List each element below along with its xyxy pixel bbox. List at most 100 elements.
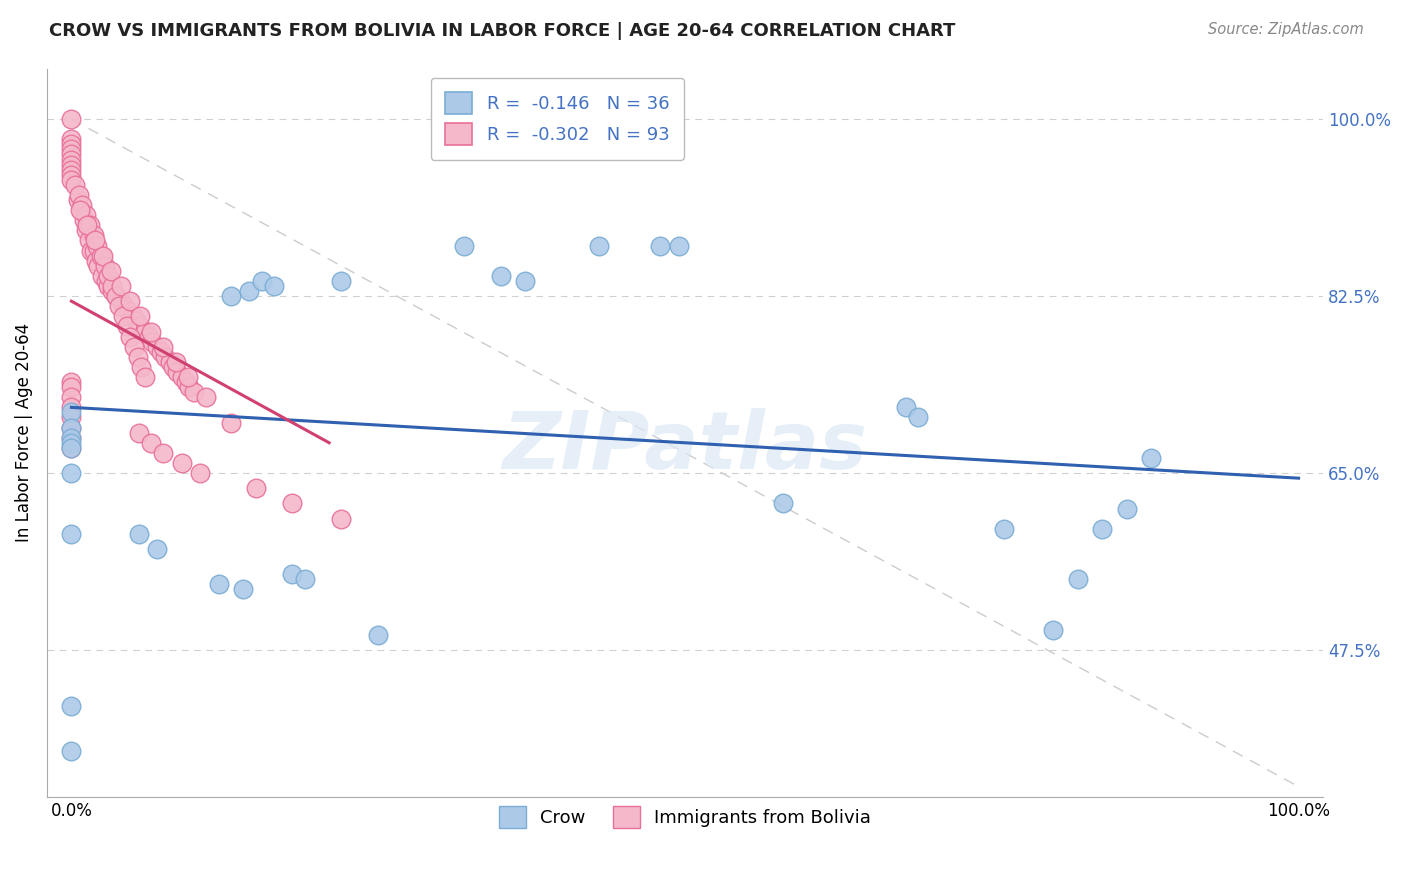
Point xyxy=(128,425,150,440)
Point xyxy=(67,188,90,202)
Point xyxy=(60,147,83,161)
Point xyxy=(127,350,149,364)
Point xyxy=(894,401,917,415)
Point xyxy=(90,249,112,263)
Point xyxy=(70,203,93,218)
Point xyxy=(86,238,108,252)
Text: CROW VS IMMIGRANTS FROM BOLIVIA IN LABOR FORCE | AGE 20-64 CORRELATION CHART: CROW VS IMMIGRANTS FROM BOLIVIA IN LABOR… xyxy=(49,22,956,40)
Point xyxy=(60,431,83,445)
Point xyxy=(166,365,188,379)
Point xyxy=(281,496,304,510)
Point xyxy=(101,279,124,293)
Point xyxy=(1067,572,1090,586)
Point xyxy=(120,294,142,309)
Point xyxy=(1042,623,1064,637)
Point xyxy=(650,238,672,252)
Point xyxy=(1115,501,1137,516)
Point xyxy=(97,268,120,283)
Point xyxy=(330,274,353,288)
Point xyxy=(110,279,132,293)
Point xyxy=(159,355,181,369)
Point xyxy=(138,329,160,343)
Point xyxy=(60,441,83,455)
Point xyxy=(60,420,83,434)
Point xyxy=(60,401,83,415)
Point xyxy=(993,522,1015,536)
Point xyxy=(60,112,83,127)
Y-axis label: In Labor Force | Age 20-64: In Labor Force | Age 20-64 xyxy=(15,323,32,542)
Point xyxy=(60,698,83,713)
Point xyxy=(165,355,187,369)
Point xyxy=(152,446,174,460)
Point xyxy=(77,234,100,248)
Point xyxy=(60,168,83,182)
Point xyxy=(60,132,83,146)
Point xyxy=(146,541,169,556)
Legend: Crow, Immigrants from Bolivia: Crow, Immigrants from Bolivia xyxy=(492,798,879,835)
Point xyxy=(141,334,163,349)
Point xyxy=(772,496,794,510)
Point xyxy=(69,203,91,218)
Point xyxy=(66,193,89,207)
Point xyxy=(219,416,242,430)
Point xyxy=(134,370,156,384)
Point xyxy=(80,244,103,258)
Point xyxy=(60,435,83,450)
Point xyxy=(100,264,122,278)
Point xyxy=(60,526,83,541)
Point xyxy=(170,456,193,470)
Point xyxy=(83,244,105,258)
Text: Source: ZipAtlas.com: Source: ZipAtlas.com xyxy=(1208,22,1364,37)
Point xyxy=(60,173,83,187)
Point xyxy=(195,390,218,404)
Point xyxy=(87,259,110,273)
Point xyxy=(367,628,389,642)
Point xyxy=(1091,522,1114,536)
Point xyxy=(60,420,83,434)
Point xyxy=(72,198,94,212)
Point xyxy=(238,284,260,298)
Point xyxy=(76,219,98,233)
Point xyxy=(170,370,193,384)
Point xyxy=(489,268,512,283)
Point xyxy=(219,289,242,303)
Point xyxy=(162,359,184,374)
Point xyxy=(83,228,105,243)
Point xyxy=(453,238,475,252)
Point xyxy=(60,405,83,419)
Point xyxy=(177,370,200,384)
Point xyxy=(60,390,83,404)
Point xyxy=(60,153,83,167)
Point xyxy=(208,577,231,591)
Point xyxy=(60,441,83,455)
Point xyxy=(94,274,117,288)
Point xyxy=(60,744,83,758)
Point xyxy=(97,279,120,293)
Point xyxy=(60,431,83,445)
Point xyxy=(131,359,153,374)
Point xyxy=(60,137,83,152)
Point xyxy=(907,410,929,425)
Point xyxy=(125,314,148,328)
Point xyxy=(60,466,83,480)
Point xyxy=(110,294,132,309)
Point xyxy=(120,329,142,343)
Point xyxy=(188,466,211,480)
Point xyxy=(111,310,134,324)
Point xyxy=(134,325,156,339)
Point xyxy=(79,219,101,233)
Point xyxy=(63,178,86,192)
Point xyxy=(174,375,197,389)
Point xyxy=(153,350,176,364)
Point xyxy=(60,380,83,394)
Point xyxy=(104,289,127,303)
Point xyxy=(129,310,152,324)
Point xyxy=(108,299,131,313)
Point xyxy=(93,259,115,273)
Point xyxy=(294,572,316,586)
Point xyxy=(245,481,267,495)
Point xyxy=(141,435,163,450)
Point xyxy=(146,340,169,354)
Point xyxy=(281,567,304,582)
Point xyxy=(112,299,135,313)
